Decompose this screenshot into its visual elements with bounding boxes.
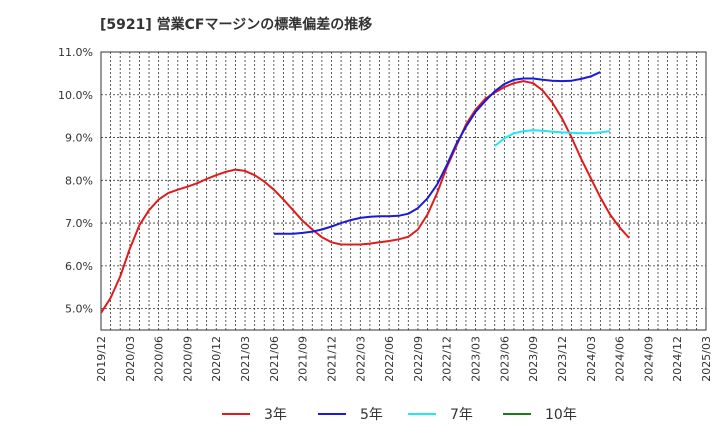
x-tick-label: 2019/12 (95, 336, 108, 382)
x-tick-label: 2021/12 (325, 336, 338, 382)
x-tick-label: 2020/09 (181, 336, 194, 382)
x-tick-label: 2024/03 (585, 336, 598, 382)
legend-label: 7年 (450, 407, 473, 423)
series-line (494, 129, 611, 147)
x-tick-label: 2022/06 (383, 336, 396, 382)
y-tick-label: 5.0% (65, 303, 93, 316)
x-tick-label: 2022/03 (354, 336, 367, 382)
y-tick-label: 7.0% (65, 217, 93, 230)
y-tick-label: 11.0% (58, 46, 93, 59)
legend-label: 3年 (264, 407, 287, 423)
legend-label: 5年 (360, 407, 383, 423)
x-tick-label: 2021/03 (239, 336, 252, 382)
legend: 3年 5年 7年 10年 (222, 407, 577, 423)
x-tick-label: 2021/06 (268, 336, 281, 382)
x-tick-label: 2022/12 (441, 336, 454, 382)
legend-label: 10年 (545, 407, 577, 423)
x-tick-label: 2023/06 (498, 336, 511, 382)
x-tick-label: 2020/06 (153, 336, 166, 382)
series-line (273, 71, 601, 235)
x-tick-label: 2024/12 (671, 336, 684, 382)
x-tick-label: 2025/03 (700, 336, 713, 382)
series-line (100, 80, 630, 314)
x-tick-label: 2024/09 (642, 336, 655, 382)
x-tick-label: 2023/12 (556, 336, 569, 382)
y-tick-label: 6.0% (65, 260, 93, 273)
x-tick-label: 2020/03 (124, 336, 137, 382)
y-tick-label: 8.0% (65, 174, 93, 187)
x-axis-ticks: 2019/12 2020/03 2020/06 2020/09 2020/12 2021/… (95, 336, 713, 382)
x-tick-label: 2023/09 (527, 336, 540, 382)
y-axis-ticks: 5.0% 6.0% 7.0% 8.0% 9.0% 10.0% 11.0% (58, 46, 93, 316)
y-tick-label: 10.0% (58, 89, 93, 102)
x-tick-label: 2021/09 (297, 336, 310, 382)
x-tick-label: 2024/06 (614, 336, 627, 382)
chart-title: [5921] 営業CFマージンの標準偏差の推移 (100, 17, 373, 33)
y-tick-label: 9.0% (65, 132, 93, 145)
series-lines (100, 71, 630, 314)
x-tick-label: 2022/09 (412, 336, 425, 382)
x-tick-label: 2023/03 (470, 336, 483, 382)
x-tick-label: 2020/12 (210, 336, 223, 382)
plot-area (100, 51, 707, 331)
